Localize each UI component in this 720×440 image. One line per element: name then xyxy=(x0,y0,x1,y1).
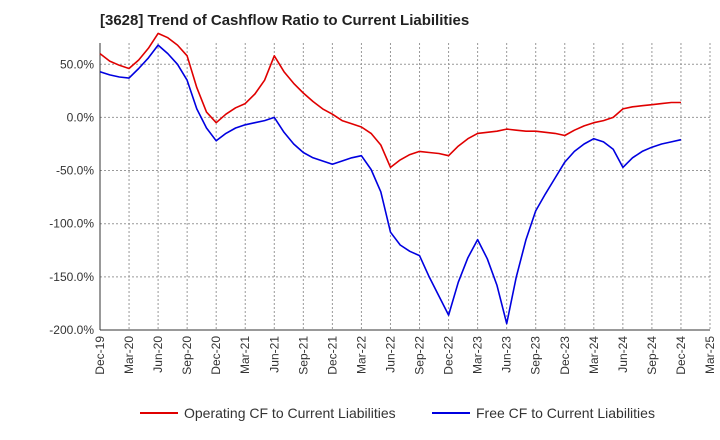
x-tick-label: Mar-21 xyxy=(238,336,252,374)
x-tick-label: Jun-22 xyxy=(383,336,397,373)
x-tick-label: Sep-23 xyxy=(529,336,543,375)
operating-cf-line xyxy=(99,32,681,169)
x-tick-label: Mar-20 xyxy=(122,336,136,374)
x-tick-label: Sep-22 xyxy=(413,336,427,375)
y-tick-label: 50.0% xyxy=(60,57,94,71)
y-tick-label: -100.0% xyxy=(49,217,94,231)
legend-swatch-free-cf xyxy=(432,412,470,414)
x-tick-label: Dec-19 xyxy=(93,336,107,375)
legend-label-free-cf: Free CF to Current Liabilities xyxy=(476,405,655,421)
x-tick-label: Dec-22 xyxy=(442,336,456,375)
y-tick-label: -150.0% xyxy=(49,270,94,284)
x-tick-label: Mar-22 xyxy=(354,336,368,374)
x-tick-label: Jun-23 xyxy=(500,336,514,373)
x-tick-label: Mar-24 xyxy=(587,336,601,374)
x-tick-label: Jun-20 xyxy=(151,336,165,373)
y-tick-label: 0.0% xyxy=(67,110,95,124)
x-tick-label: Sep-24 xyxy=(645,336,659,375)
x-tick-label: Dec-21 xyxy=(325,336,339,375)
y-tick-label: -50.0% xyxy=(56,164,94,178)
x-tick-label: Sep-21 xyxy=(296,336,310,375)
x-tick-label: Dec-24 xyxy=(674,336,688,375)
x-tick-label: Mar-25 xyxy=(703,336,717,374)
legend-item-free-cf: Free CF to Current Liabilities xyxy=(432,405,655,421)
free-cf-line xyxy=(99,44,682,325)
x-tick-label: Dec-20 xyxy=(209,336,223,375)
x-tick-label: Mar-23 xyxy=(471,336,485,374)
y-tick-label: -200.0% xyxy=(49,323,94,337)
x-tick-label: Dec-23 xyxy=(558,336,572,375)
legend-swatch-operating-cf xyxy=(140,412,178,414)
x-tick-label: Jun-24 xyxy=(616,336,630,373)
legend-label-operating-cf: Operating CF to Current Liabilities xyxy=(184,405,396,421)
x-tick-label: Sep-20 xyxy=(180,336,194,375)
chart-title: [3628] Trend of Cashflow Ratio to Curren… xyxy=(100,12,470,29)
x-tick-label: Jun-21 xyxy=(267,336,281,373)
legend-item-operating-cf: Operating CF to Current Liabilities xyxy=(140,405,396,421)
